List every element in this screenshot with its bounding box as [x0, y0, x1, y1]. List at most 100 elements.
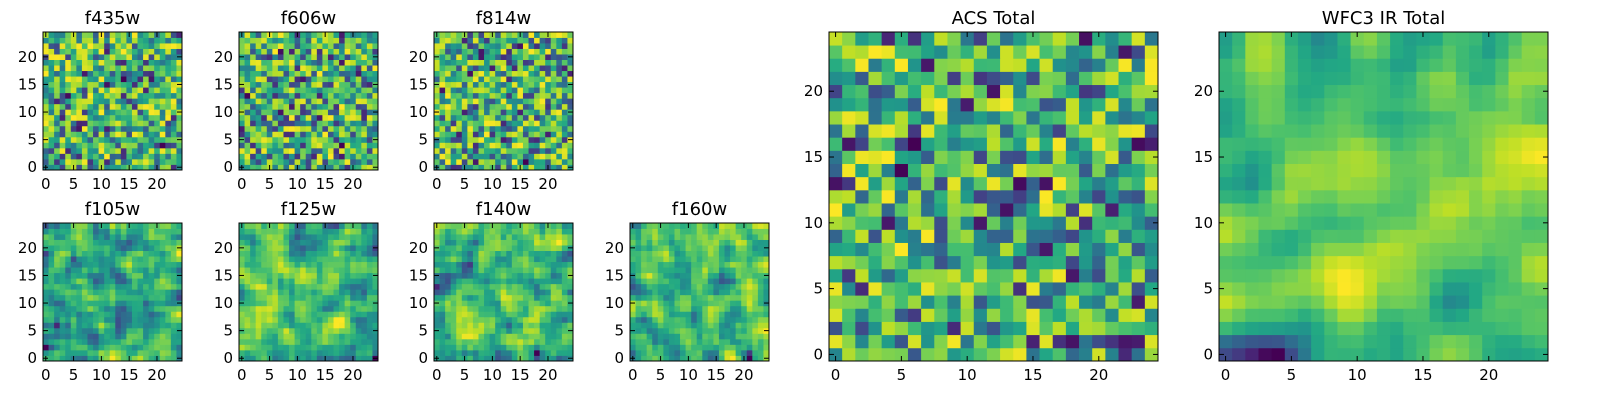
heatmap-cell	[366, 322, 373, 329]
heatmap-cell	[713, 300, 720, 307]
heatmap-cell	[556, 261, 563, 268]
heatmap-cell	[126, 131, 133, 138]
heatmap-cell	[143, 120, 150, 127]
heatmap-cell	[478, 87, 485, 94]
heatmap-cell	[48, 267, 55, 274]
heatmap-cell	[76, 125, 83, 132]
heatmap-cell	[439, 131, 446, 138]
heatmap-cell	[43, 256, 49, 263]
heatmap-cell	[109, 355, 116, 362]
heatmap-cell	[109, 136, 116, 143]
heatmap-cell	[668, 333, 675, 340]
heatmap-cell	[1065, 189, 1080, 204]
heatmap-cell	[126, 92, 133, 99]
heatmap-cell	[333, 153, 340, 160]
heatmap-cell	[450, 245, 457, 251]
heatmap-cell	[372, 158, 379, 165]
heatmap-cell	[65, 65, 72, 72]
heatmap-cell	[104, 245, 111, 251]
heatmap-cell	[456, 37, 463, 44]
heatmap-cell	[1144, 268, 1159, 283]
heatmap-cell	[148, 153, 155, 160]
heatmap-cell	[327, 147, 334, 154]
heatmap-cell	[668, 289, 675, 296]
heatmap-cell	[445, 54, 452, 60]
heatmap-cell	[550, 147, 557, 154]
heatmap-cell	[702, 234, 709, 240]
heatmap-cell	[467, 289, 474, 296]
heatmap-cell	[272, 76, 279, 83]
heatmap-cell	[355, 59, 362, 66]
heatmap-cell	[93, 300, 99, 307]
heatmap-cell	[752, 349, 759, 356]
heatmap-cell	[500, 272, 507, 279]
heatmap-cell	[439, 158, 446, 165]
heatmap-cell	[244, 98, 251, 105]
heatmap-cell	[272, 234, 279, 240]
heatmap-cell	[657, 267, 664, 274]
heatmap-cell	[456, 355, 463, 362]
heatmap-cell	[165, 32, 172, 38]
heatmap-cell	[54, 125, 61, 132]
heatmap-cell	[266, 65, 273, 72]
heatmap-cell	[289, 32, 295, 38]
heatmap-cell	[244, 327, 251, 334]
heatmap-cell	[506, 98, 513, 105]
heatmap-cell	[344, 234, 351, 240]
heatmap-cell	[707, 223, 714, 229]
heatmap-cell	[81, 87, 88, 94]
heatmap-cell	[137, 81, 144, 88]
heatmap-cell	[707, 245, 714, 251]
heatmap-cell	[148, 48, 155, 55]
heatmap-cell	[131, 261, 138, 268]
heatmap-cell	[445, 294, 452, 301]
heatmap-cell	[372, 125, 379, 132]
heatmap-cell	[674, 355, 681, 362]
heatmap-cell	[244, 109, 251, 116]
heatmap-cell	[322, 92, 329, 99]
heatmap-cell	[327, 234, 334, 240]
heatmap-cell	[115, 344, 122, 351]
heatmap-cell	[54, 327, 61, 334]
heatmap-cell	[947, 203, 961, 217]
heatmap-cell	[894, 150, 909, 164]
heatmap-cell	[70, 228, 77, 235]
y-tick-label: 5	[27, 322, 37, 340]
heatmap-cell	[561, 333, 568, 340]
heatmap-cell	[327, 355, 334, 362]
heatmap-cell	[65, 142, 72, 149]
heatmap-cell	[1039, 242, 1054, 257]
heatmap-cell	[261, 92, 268, 99]
heatmap-cell	[59, 256, 66, 263]
heatmap-cell	[472, 305, 479, 312]
heatmap-cell	[109, 125, 116, 132]
heatmap-cell	[561, 294, 568, 301]
heatmap-cell	[696, 245, 703, 251]
heatmap-cell	[461, 327, 468, 334]
heatmap-cell	[489, 59, 496, 66]
heatmap-cell	[472, 48, 479, 55]
heatmap-cell	[109, 120, 116, 127]
heatmap-cell	[250, 158, 257, 165]
heatmap-cell	[143, 164, 150, 171]
y-tick-label: 5	[223, 131, 233, 149]
heatmap-cell	[1039, 321, 1054, 336]
heatmap-cell	[143, 103, 150, 110]
heatmap-cell	[143, 294, 150, 301]
heatmap-cell	[561, 59, 568, 66]
heatmap-cell	[277, 228, 284, 235]
heatmap-cell	[350, 289, 357, 296]
heatmap-cell	[1131, 347, 1146, 362]
heatmap-cell	[663, 311, 670, 318]
heatmap-cell	[495, 344, 502, 351]
heatmap-cell	[713, 294, 720, 301]
heatmap-cell	[59, 311, 66, 318]
heatmap-cell	[255, 294, 262, 301]
heatmap-cell	[522, 294, 529, 301]
heatmap-cell	[545, 70, 552, 77]
heatmap-cell	[137, 43, 144, 49]
heatmap-cell	[680, 300, 686, 307]
heatmap-cell	[176, 70, 183, 77]
heatmap-cell	[277, 223, 284, 229]
heatmap-cell	[159, 311, 166, 318]
